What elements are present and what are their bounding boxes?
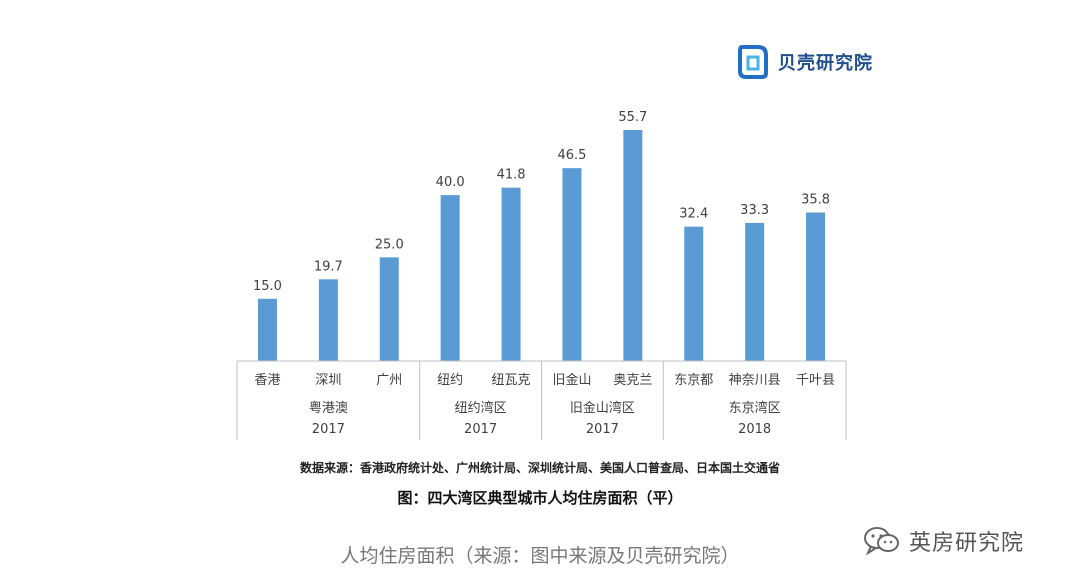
bar-value-label: 19.7 — [314, 259, 343, 274]
bar-value-label: 40.0 — [436, 175, 465, 190]
category-label: 深圳 — [315, 373, 341, 388]
group-label: 旧金山湾区 — [570, 400, 635, 416]
bar-chart: 15.0 香港 19.7 深圳 25.0 广州 40.0 纽约 41.8 纽瓦克 46.5 旧金山 55… — [236, 110, 847, 440]
category-label: 奥克兰 — [613, 373, 652, 388]
bar-value-label: 32.4 — [679, 207, 708, 222]
category-label: 旧金山 — [552, 372, 591, 388]
bar-value-label: 33.3 — [740, 203, 769, 218]
brand-logo-text: 贝壳研究院 — [778, 53, 873, 74]
figure-title: 图：四大湾区典型城市人均住房面积（平） — [397, 489, 683, 507]
bar — [440, 195, 460, 361]
bar — [623, 130, 643, 361]
watermark-text: 英房研究院 — [909, 531, 1025, 556]
bar — [745, 222, 765, 361]
group-year-label: 2017 — [586, 422, 619, 437]
bar-value-label: 41.8 — [497, 168, 526, 183]
category-label: 纽瓦克 — [492, 373, 531, 388]
category-label: 纽约 — [437, 373, 463, 388]
bar — [684, 226, 704, 361]
bar-value-label: 25.0 — [375, 237, 404, 252]
watermark: 英房研究院 — [863, 521, 1024, 561]
article-caption: 人均住房面积（来源：图中来源及贝壳研究院） — [340, 545, 740, 567]
bar-value-label: 46.5 — [557, 148, 586, 163]
category-label: 千叶县 — [796, 373, 835, 388]
category-label: 香港 — [254, 373, 280, 388]
group-label: 纽约湾区 — [455, 400, 507, 416]
category-label: 东京都 — [674, 373, 713, 388]
bar — [318, 279, 338, 361]
bar — [806, 212, 826, 361]
bar-value-label: 35.8 — [801, 193, 830, 208]
beike-logo-icon — [738, 45, 768, 79]
group-label: 东京湾区 — [729, 400, 781, 416]
bar — [257, 298, 277, 361]
data-source-note: 数据来源：香港政府统计处、广州统计局、深圳统计局、美国人口普查局、日本国土交通省 — [299, 461, 780, 475]
group-label: 粤港澳 — [309, 400, 348, 416]
category-label: 神奈川县 — [729, 373, 781, 388]
group-year-label: 2017 — [464, 422, 497, 437]
group-year-label: 2017 — [312, 422, 345, 437]
bar-value-label: 15.0 — [253, 279, 282, 294]
bar — [379, 257, 399, 361]
group-year-label: 2018 — [738, 422, 771, 437]
bar — [501, 187, 521, 361]
bar — [562, 168, 582, 361]
wechat-icon — [864, 527, 899, 556]
category-label: 广州 — [376, 373, 402, 388]
brand-logo: 贝壳研究院 — [736, 40, 873, 84]
bar-value-label: 55.7 — [618, 110, 647, 125]
